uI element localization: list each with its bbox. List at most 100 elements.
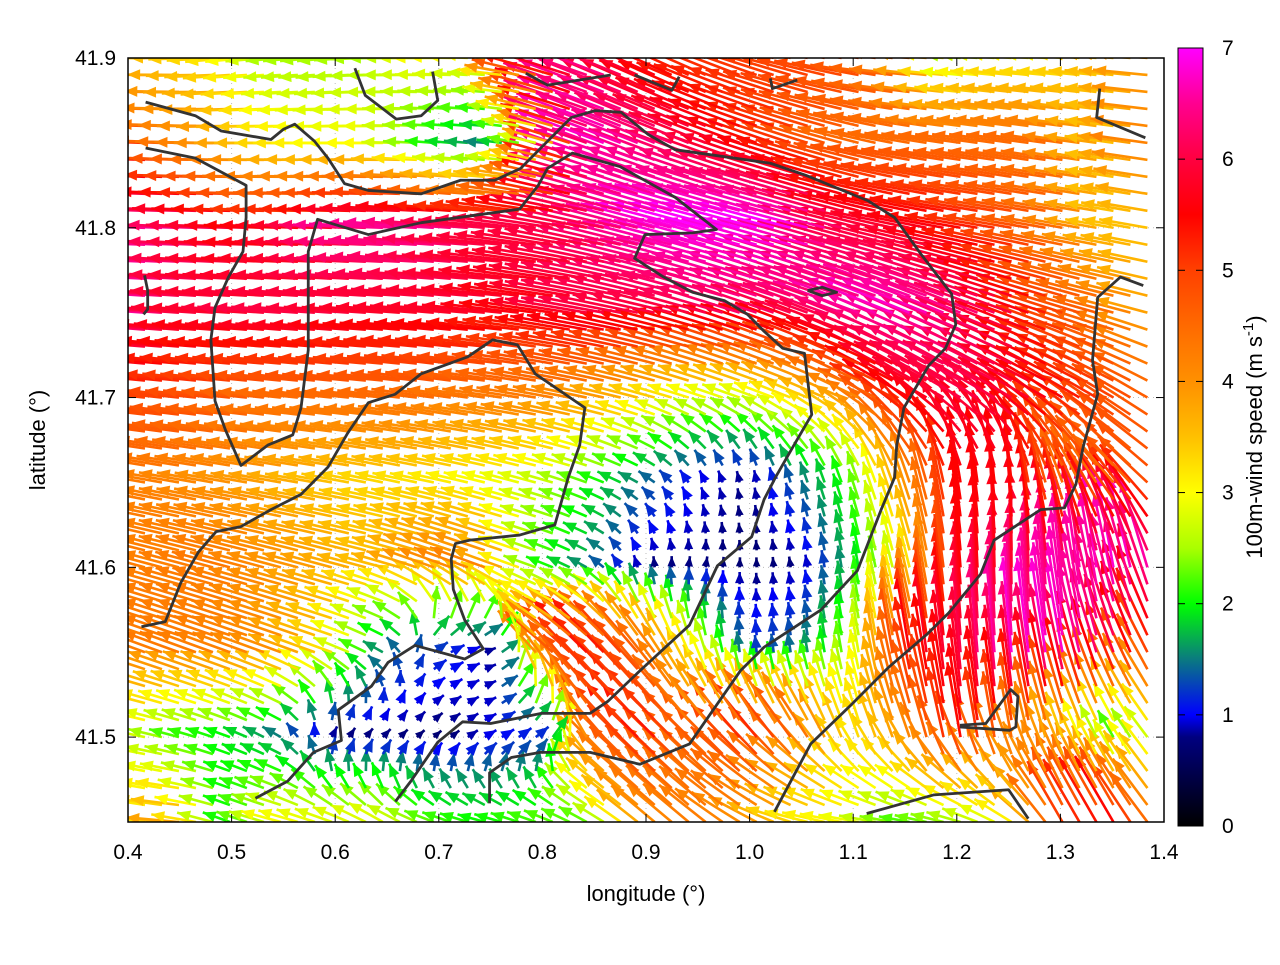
wind-vector bbox=[834, 561, 845, 585]
wind-vector-head bbox=[504, 675, 518, 687]
wind-vector bbox=[507, 767, 519, 788]
wind-vector bbox=[786, 538, 795, 550]
wind-vector bbox=[380, 618, 400, 635]
wind-vector-head bbox=[65, 436, 79, 447]
wind-vector-head bbox=[99, 186, 112, 197]
wind-vector bbox=[275, 755, 297, 771]
wind-vector-head bbox=[105, 169, 118, 180]
wind-vector bbox=[464, 753, 475, 771]
wind-vector-head bbox=[104, 518, 118, 529]
wind-vector-head bbox=[196, 187, 209, 198]
wind-vector-head bbox=[752, 588, 762, 600]
wind-vector bbox=[328, 702, 339, 720]
wind-vector bbox=[768, 618, 779, 635]
wind-vector-head bbox=[341, 137, 354, 148]
wind-vector-head bbox=[89, 369, 102, 380]
wind-vector-head bbox=[99, 436, 113, 447]
wind-vector bbox=[650, 538, 659, 551]
wind-vector bbox=[701, 539, 710, 550]
wind-vector-head bbox=[86, 469, 100, 480]
wind-vector-head bbox=[75, 651, 89, 661]
wind-vector bbox=[718, 413, 739, 432]
wind-vector-head bbox=[106, 631, 120, 641]
wind-vector bbox=[368, 655, 383, 669]
wind-vector bbox=[69, 485, 128, 499]
wind-vector-head bbox=[110, 253, 123, 264]
wind-vector bbox=[751, 604, 762, 618]
wind-vector bbox=[325, 749, 336, 771]
wind-vector-head bbox=[273, 204, 286, 215]
wind-vector-head bbox=[304, 787, 318, 799]
wind-vector-head bbox=[87, 812, 101, 823]
wind-vector bbox=[414, 654, 425, 669]
wind-vector-head bbox=[43, 186, 56, 197]
wind-vector bbox=[286, 723, 298, 737]
wind-vector-head bbox=[753, 557, 761, 566]
wind-vector bbox=[659, 470, 672, 483]
wind-vector-head bbox=[683, 503, 693, 516]
wind-vector-head bbox=[717, 584, 728, 597]
wind-vector-head bbox=[251, 220, 264, 231]
wind-vector bbox=[718, 505, 727, 517]
wind-vector-head bbox=[240, 171, 253, 182]
wind-vector bbox=[433, 660, 447, 672]
wind-vector bbox=[449, 662, 463, 673]
wind-vector-head bbox=[734, 587, 745, 600]
wind-vector-head bbox=[67, 352, 80, 363]
wind-vector-head bbox=[33, 301, 46, 312]
wind-vector-head bbox=[736, 557, 744, 566]
wind-vector bbox=[735, 572, 744, 584]
wind-vector bbox=[484, 697, 497, 707]
wind-vector bbox=[875, 765, 910, 788]
wind-vector-head bbox=[69, 485, 83, 496]
wind-vector bbox=[612, 554, 624, 568]
wind-vector bbox=[379, 708, 389, 721]
wind-vector bbox=[734, 616, 745, 635]
wind-vector-head bbox=[106, 369, 119, 380]
wind-vector bbox=[818, 565, 829, 584]
wind-vector-head bbox=[73, 135, 86, 146]
wind-vector bbox=[753, 540, 761, 550]
wind-vector bbox=[695, 450, 707, 466]
wind-vector bbox=[456, 769, 468, 788]
wind-vector bbox=[668, 432, 688, 449]
wind-vector bbox=[654, 596, 672, 635]
wind-vector bbox=[449, 713, 460, 723]
wind-vectors bbox=[33, 26, 1147, 825]
wind-vector bbox=[735, 471, 744, 482]
wind-vector bbox=[501, 742, 514, 755]
wind-vector bbox=[500, 729, 514, 741]
wind-vector-head bbox=[177, 187, 190, 198]
wind-vector bbox=[818, 550, 829, 567]
wind-vector bbox=[34, 285, 128, 296]
wind-vector-head bbox=[802, 585, 813, 599]
wind-vector bbox=[434, 616, 449, 635]
wind-vector bbox=[701, 504, 710, 516]
wind-vector-head bbox=[54, 285, 67, 296]
wind-vector-head bbox=[265, 220, 278, 231]
wind-vector-head bbox=[43, 335, 56, 346]
wind-vector bbox=[685, 556, 693, 567]
wind-vector-head bbox=[74, 286, 87, 297]
wind-vector-head bbox=[275, 755, 289, 767]
wind-vector-head bbox=[518, 728, 532, 740]
wind-vector-head bbox=[315, 765, 327, 779]
wind-vector bbox=[786, 557, 794, 568]
wind-vector-head bbox=[816, 477, 826, 491]
wind-vector-head bbox=[76, 203, 89, 214]
wind-vector-head bbox=[72, 599, 86, 609]
wind-vector bbox=[769, 572, 778, 584]
wind-vector-head bbox=[345, 704, 355, 718]
wind-vector-head bbox=[784, 464, 794, 478]
wind-vector-head bbox=[84, 452, 98, 463]
wind-vector-head bbox=[85, 352, 98, 363]
wind-vector-head bbox=[233, 187, 246, 198]
wind-vector bbox=[73, 631, 128, 652]
wind-vector-head bbox=[112, 286, 125, 297]
wind-vector-head bbox=[803, 555, 813, 567]
wind-vector bbox=[88, 599, 145, 619]
wind-vector bbox=[35, 252, 128, 263]
wind-vector-head bbox=[118, 186, 131, 197]
wind-vector-head bbox=[58, 386, 71, 397]
